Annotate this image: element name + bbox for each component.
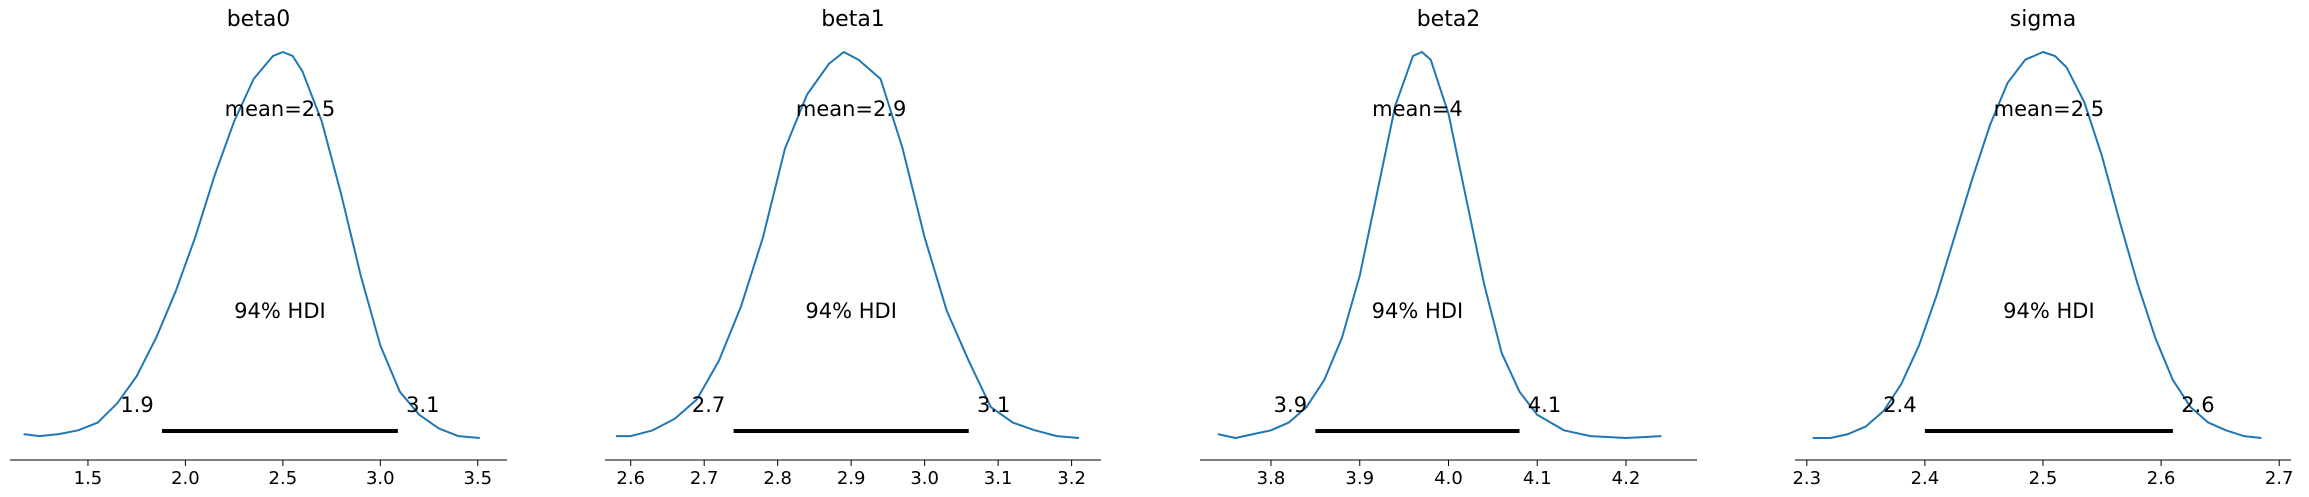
- mean-label: mean=2.5: [1994, 97, 2105, 121]
- x-tick-label: 2.6: [2147, 468, 2176, 489]
- x-tick-label: 4.2: [1612, 468, 1641, 489]
- density-curve: [1812, 51, 2262, 439]
- hdi-low-label: 2.7: [692, 393, 725, 417]
- hdi-low-label: 2.4: [1883, 393, 1916, 417]
- hdi-low-label: 3.9: [1274, 393, 1307, 417]
- mean-label: mean=2.5: [225, 97, 336, 121]
- density-curve: [616, 51, 1080, 439]
- panel-beta2: beta2 mean=4 94% HDI 3.9 4.1 3.8 3.9 4.0 4.1 4.2: [1200, 7, 1697, 489]
- panel-title: beta0: [227, 7, 291, 32]
- panel-title: beta2: [1417, 7, 1481, 32]
- x-tick-label: 4.0: [1434, 468, 1463, 489]
- x-tick-label: 2.0: [171, 468, 200, 489]
- panel-sigma: sigma mean=2.5 94% HDI 2.4 2.6 2.3 2.4 2.5 2.6 2.…: [1792, 7, 2293, 489]
- hdi-label: 94% HDI: [234, 299, 326, 323]
- hdi-low-label: 1.9: [120, 393, 153, 417]
- mean-label: mean=2.9: [796, 97, 907, 121]
- x-tick-label: 3.0: [910, 468, 939, 489]
- x-tick-label: 2.8: [763, 468, 792, 489]
- x-tick-label: 1.5: [74, 468, 103, 489]
- panel-beta0: beta0 mean=2.5 94% HDI 1.9 3.1 1.5 2.0 2.5 3.0 3.…: [10, 7, 507, 489]
- x-tick-label: 3.8: [1257, 468, 1286, 489]
- hdi-label: 94% HDI: [2003, 299, 2095, 323]
- density-curve: [1217, 51, 1662, 439]
- x-tick-label: 2.5: [269, 468, 298, 489]
- hdi-high-label: 3.1: [406, 393, 439, 417]
- density-curve: [23, 51, 480, 439]
- x-tick-label: 3.0: [366, 468, 395, 489]
- mean-label: mean=4: [1372, 97, 1463, 121]
- x-tick-label: 3.5: [463, 468, 492, 489]
- x-tick-label: 2.6: [616, 468, 645, 489]
- panel-beta1: beta1 mean=2.9 94% HDI 2.7 3.1 2.6 2.7 2.8 2.9 3.…: [605, 7, 1101, 489]
- hdi-label: 94% HDI: [805, 299, 897, 323]
- x-tick-label: 2.5: [2029, 468, 2058, 489]
- x-tick-label: 3.2: [1057, 468, 1086, 489]
- x-tick-label: 2.9: [837, 468, 866, 489]
- x-tick-label: 3.1: [984, 468, 1013, 489]
- hdi-high-label: 2.6: [2181, 393, 2214, 417]
- hdi-high-label: 4.1: [1528, 393, 1561, 417]
- x-tick-label: 2.7: [2265, 468, 2294, 489]
- x-tick-label: 2.3: [1792, 468, 1821, 489]
- hdi-high-label: 3.1: [977, 393, 1010, 417]
- panel-title: sigma: [2010, 7, 2076, 32]
- x-tick-label: 2.4: [1911, 468, 1940, 489]
- x-tick-label: 3.9: [1345, 468, 1374, 489]
- x-tick-label: 4.1: [1523, 468, 1552, 489]
- hdi-label: 94% HDI: [1372, 299, 1464, 323]
- x-tick-label: 2.7: [690, 468, 719, 489]
- panel-title: beta1: [821, 7, 885, 32]
